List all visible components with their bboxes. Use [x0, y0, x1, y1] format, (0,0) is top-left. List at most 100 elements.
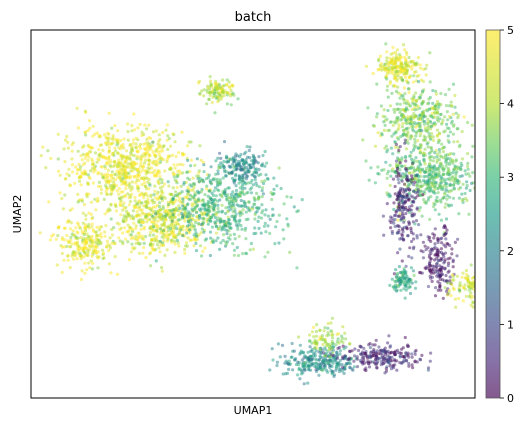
scatter-point: [412, 94, 416, 98]
scatter-point: [383, 123, 387, 127]
scatter-point: [171, 212, 175, 217]
scatter-point: [390, 57, 394, 62]
scatter-point: [323, 326, 327, 330]
scatter-point: [419, 131, 423, 135]
scatter-point: [124, 217, 129, 222]
scatter-point: [108, 236, 112, 240]
scatter-point: [288, 250, 292, 254]
scatter-point: [81, 211, 85, 215]
scatter-point: [151, 130, 155, 134]
scatter-point: [443, 179, 447, 184]
scatter-point: [203, 246, 207, 250]
scatter-point: [153, 184, 157, 188]
scatter-point: [84, 217, 88, 221]
scatter-point: [417, 159, 421, 164]
scatter-point: [446, 118, 450, 122]
scatter-point: [81, 152, 85, 156]
scatter-point: [400, 179, 404, 183]
scatter-point: [107, 262, 111, 266]
scatter-point: [119, 153, 123, 157]
scatter-point: [318, 348, 322, 352]
scatter-point: [90, 267, 94, 271]
scatter-point: [159, 231, 163, 235]
scatter-point: [202, 88, 206, 92]
scatter-point: [157, 209, 161, 213]
scatter-point: [224, 174, 228, 178]
scatter-point: [99, 242, 103, 246]
scatter-point: [364, 159, 368, 163]
colorbar-tick-label: 3: [507, 171, 514, 184]
scatter-point: [197, 222, 201, 226]
scatter-point: [68, 245, 72, 249]
scatter-point: [397, 204, 401, 209]
scatter-point: [382, 120, 386, 124]
scatter-point: [419, 93, 423, 97]
scatter-point: [384, 144, 388, 148]
scatter-point: [196, 191, 201, 195]
scatter-point: [222, 140, 227, 144]
scatter-point: [220, 226, 224, 231]
scatter-point: [84, 213, 88, 217]
scatter-point: [432, 236, 436, 240]
scatter-point: [321, 356, 325, 360]
scatter-point: [451, 275, 455, 279]
scatter-point: [158, 174, 162, 178]
scatter-point: [404, 211, 408, 216]
scatter-point: [253, 197, 257, 201]
scatter-point: [66, 258, 70, 262]
scatter-point: [109, 271, 113, 275]
scatter-point: [234, 223, 239, 227]
scatter-point: [198, 144, 202, 148]
scatter-point: [480, 133, 483, 136]
scatter-point: [105, 239, 109, 243]
scatter-point: [434, 122, 438, 126]
scatter-point: [300, 358, 304, 362]
scatter-point: [121, 240, 125, 244]
scatter-point: [159, 160, 163, 164]
scatter-point: [404, 101, 408, 105]
scatter-point: [400, 276, 404, 280]
scatter-point: [150, 166, 154, 170]
scatter-point: [154, 259, 158, 263]
scatter-point: [123, 155, 127, 159]
scatter-point: [429, 257, 433, 261]
scatter-point: [430, 247, 434, 251]
scatter-point: [134, 226, 138, 231]
scatter-point: [170, 219, 174, 223]
scatter-point: [292, 349, 296, 353]
scatter-point: [169, 166, 173, 170]
scatter-point: [132, 112, 136, 116]
scatter-point: [423, 179, 427, 183]
scatter-point: [418, 357, 422, 361]
scatter-point: [148, 213, 152, 217]
scatter-point: [240, 227, 244, 231]
scatter-point: [402, 283, 406, 287]
scatter-point: [159, 194, 163, 198]
scatter-point: [243, 181, 247, 185]
scatter-point: [313, 338, 317, 342]
scatter-point: [218, 182, 222, 187]
scatter-point: [216, 184, 220, 188]
scatter-point: [175, 163, 180, 167]
scatter-point: [341, 344, 345, 348]
scatter-point: [377, 59, 381, 63]
scatter-point: [482, 299, 485, 302]
scatter-point: [448, 114, 452, 119]
scatter-point: [206, 86, 210, 90]
scatter-point: [443, 251, 448, 255]
scatter-point: [235, 167, 239, 171]
scatter-point: [367, 365, 372, 369]
scatter-point: [231, 176, 235, 180]
scatter-point: [101, 176, 105, 180]
scatter-point: [404, 351, 408, 355]
scatter-point: [117, 158, 121, 162]
scatter-point: [344, 362, 348, 366]
scatter-point: [84, 133, 88, 137]
scatter-point: [134, 205, 138, 209]
scatter-point: [469, 263, 473, 267]
scatter-point: [165, 157, 169, 161]
scatter-point: [281, 228, 285, 232]
scatter-point: [335, 332, 339, 336]
scatter-point: [97, 148, 101, 152]
scatter-point: [385, 117, 389, 121]
